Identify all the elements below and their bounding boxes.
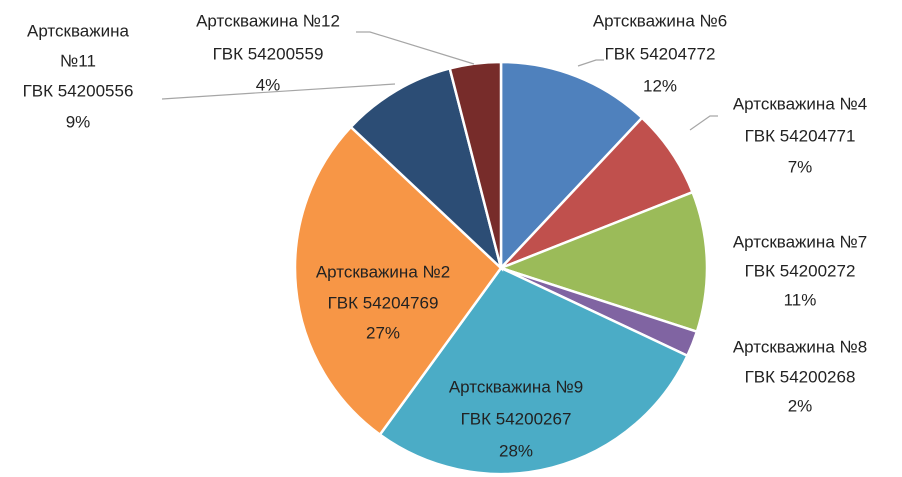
value-label: 2% bbox=[788, 396, 813, 415]
value-label: 9% bbox=[66, 112, 91, 131]
slice-label: ГВК 54204771 bbox=[745, 126, 856, 145]
value-label: 28% bbox=[499, 441, 533, 460]
pie-slice bbox=[378, 266, 690, 476]
slice-label: Артскважина №12 bbox=[196, 11, 340, 30]
slice-label: Артскважина №9 bbox=[449, 377, 583, 396]
pie-slice bbox=[497, 190, 709, 334]
pie-slice bbox=[448, 60, 503, 269]
slice-label: Артскважина bbox=[27, 21, 130, 40]
slice-label: Артскважина №7 bbox=[733, 232, 867, 251]
value-label: 7% bbox=[788, 157, 813, 176]
leader-line bbox=[689, 115, 718, 131]
leader-line bbox=[161, 83, 396, 100]
slice-label: Артскважина №2 bbox=[316, 262, 450, 281]
slice-label: ГВК 54200267 bbox=[461, 409, 572, 428]
value-label: 12% bbox=[643, 76, 677, 95]
slice-label: ГВК 54204772 bbox=[605, 44, 716, 63]
pie-slice bbox=[293, 125, 503, 437]
pie-slice bbox=[499, 60, 644, 272]
leader-lines bbox=[161, 31, 718, 131]
value-label: 11% bbox=[784, 290, 817, 309]
slice-label: ГВК 54200268 bbox=[745, 367, 856, 386]
slice-label: ГВК 54200272 bbox=[745, 261, 856, 280]
slice-label: Артскважина №4 bbox=[733, 94, 867, 113]
slice-label: №11 bbox=[60, 51, 96, 70]
slices bbox=[293, 60, 709, 476]
pie-slice bbox=[349, 66, 504, 272]
slice-label: ГВК 54200559 bbox=[213, 44, 324, 63]
slice-label: Артскважина №6 bbox=[593, 11, 727, 30]
slice-label: ГВК 54204769 bbox=[328, 293, 439, 312]
leader-line bbox=[356, 31, 475, 65]
slice-label: Артскважина №8 bbox=[733, 337, 867, 356]
value-label: 4% bbox=[256, 75, 281, 94]
value-label: 27% bbox=[366, 323, 400, 342]
leader-line bbox=[577, 59, 604, 67]
slice-label: ГВК 54200556 bbox=[23, 81, 134, 100]
